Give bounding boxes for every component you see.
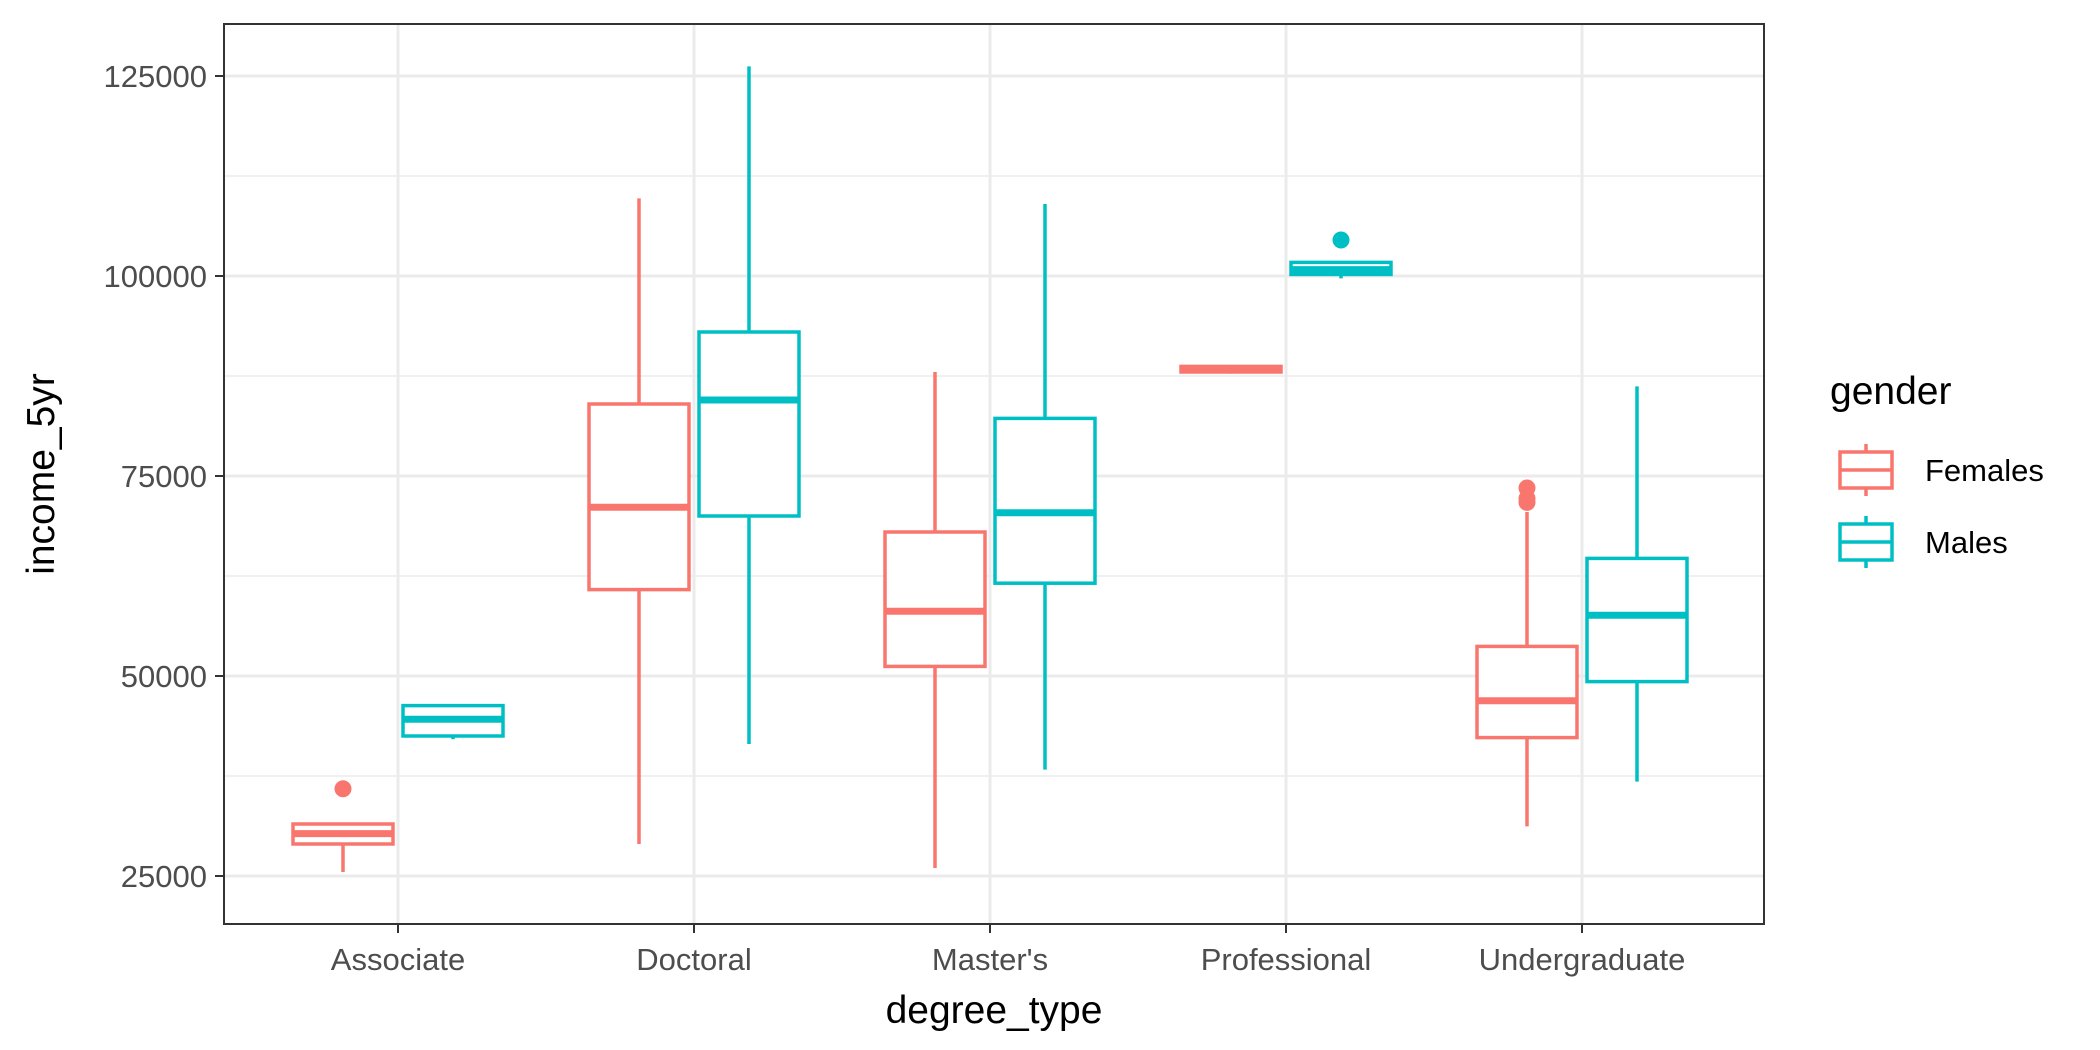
box-females-2 xyxy=(883,372,987,868)
plot-panel-border xyxy=(223,23,1765,925)
outlier-point xyxy=(1518,493,1536,511)
box-body xyxy=(1475,644,1579,740)
legend-key-females xyxy=(1838,444,1894,496)
x-tick-label: Associate xyxy=(331,942,465,977)
outlier-point xyxy=(334,780,352,798)
x-axis-title: degree_type xyxy=(886,989,1103,1032)
box-body xyxy=(587,402,691,592)
legend-key-males xyxy=(1838,516,1894,568)
x-axis: Associate Doctoral Master's Professional Und… xyxy=(331,924,1686,977)
y-tick-label: 100000 xyxy=(104,259,207,294)
x-tick-label: Doctoral xyxy=(636,942,751,977)
y-tick-label: 125000 xyxy=(104,59,207,94)
y-tick-label: 50000 xyxy=(121,659,207,694)
x-tick-label: Master's xyxy=(932,942,1048,977)
box-body xyxy=(993,416,1097,585)
box-males-0 xyxy=(401,703,505,740)
y-tick-label: 75000 xyxy=(121,459,207,494)
legend-title: gender xyxy=(1830,370,1951,413)
legend-label: Males xyxy=(1925,525,2008,560)
y-tick-label: 25000 xyxy=(121,859,207,894)
box-males-2 xyxy=(993,204,1097,770)
x-tick-label: Undergraduate xyxy=(1479,942,1686,977)
y-axis-title: income_5yr xyxy=(20,373,63,575)
box-males-3 xyxy=(1289,231,1393,279)
outlier-point xyxy=(1332,231,1350,249)
grid-minor xyxy=(224,175,1764,777)
box-females-0 xyxy=(291,780,395,872)
box-body xyxy=(697,330,801,518)
box-females-4 xyxy=(1475,479,1579,827)
y-axis: 25000 50000 75000 100000 125000 xyxy=(104,59,224,894)
boxes-layer xyxy=(291,66,1689,872)
box-body xyxy=(1585,556,1689,684)
box-males-1 xyxy=(697,66,801,744)
box-females-1 xyxy=(587,198,691,844)
x-tick-label: Professional xyxy=(1201,942,1372,977)
box-males-4 xyxy=(1585,386,1689,782)
legend: gender Females Males xyxy=(1830,370,2044,568)
box-body xyxy=(883,530,987,669)
box-females-3 xyxy=(1179,364,1283,374)
legend-label: Females xyxy=(1925,453,2044,488)
